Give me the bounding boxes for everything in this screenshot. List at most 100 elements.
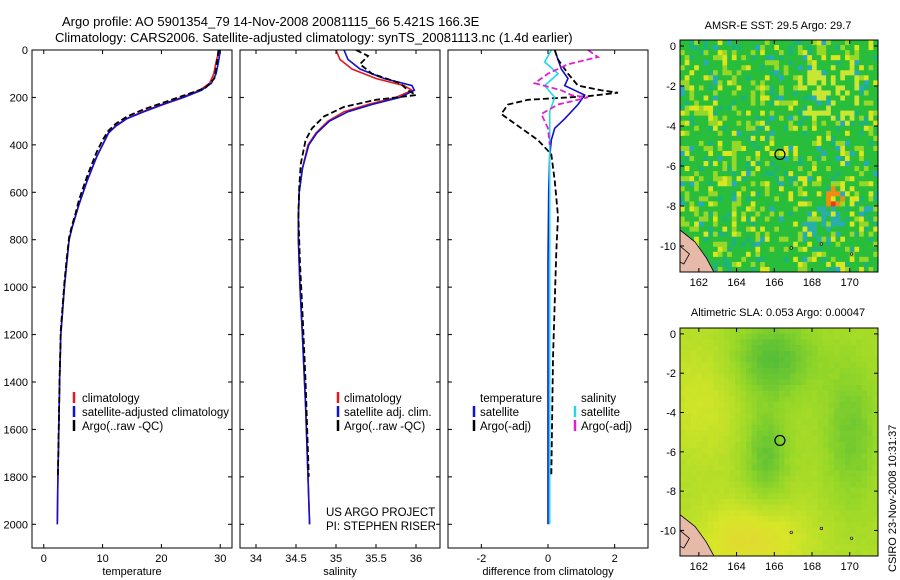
field-cell <box>784 459 791 466</box>
field-cell <box>790 350 796 357</box>
field-cell <box>703 125 709 132</box>
legend-label-satellite: satellite adj. clim. <box>344 407 432 419</box>
field-cell <box>707 533 714 540</box>
field-cell <box>856 367 862 375</box>
field-cell <box>867 373 873 380</box>
field-cell <box>845 241 851 248</box>
field-cell <box>802 135 808 142</box>
field-cell <box>867 333 873 340</box>
field-cell <box>835 161 841 167</box>
field-cell <box>863 130 870 137</box>
field-cell <box>783 120 789 127</box>
field-cell <box>873 105 879 112</box>
field-cell <box>856 424 862 432</box>
field-cell <box>868 221 874 228</box>
x-axis-label: difference from climatology <box>482 566 614 578</box>
field-cell <box>845 135 851 142</box>
field-cell <box>826 231 832 238</box>
field-cell <box>722 100 728 107</box>
field-cell <box>812 544 818 551</box>
field-cell <box>812 504 818 511</box>
field-cell <box>807 90 813 96</box>
field-cell <box>708 251 714 258</box>
field-cell <box>722 135 728 142</box>
field-cell <box>868 145 874 152</box>
field-cell <box>790 333 796 340</box>
field-cell <box>757 328 763 335</box>
field-cell <box>764 241 771 248</box>
field-cell <box>821 216 827 223</box>
field-cell <box>746 521 752 528</box>
field-cell <box>812 166 818 172</box>
field-cell <box>689 115 695 122</box>
field-cell <box>812 464 818 471</box>
field-cell <box>708 125 714 132</box>
field-cell <box>755 130 761 137</box>
field-cell <box>826 236 832 243</box>
field-cell <box>779 191 785 197</box>
field-cell <box>863 150 870 157</box>
field-cell <box>713 191 719 197</box>
field-cell <box>872 476 879 483</box>
field-cell <box>779 236 785 243</box>
field-cell <box>717 171 723 177</box>
field-cell <box>816 161 822 167</box>
field-cell <box>684 201 690 207</box>
field-cell <box>806 476 813 483</box>
field-cell <box>729 476 736 483</box>
field-cell <box>863 196 870 202</box>
field-cell <box>802 110 808 117</box>
field-cell <box>783 166 789 172</box>
field-cell <box>757 453 763 460</box>
field-cell <box>764 226 771 233</box>
field-cell <box>845 196 851 202</box>
field-cell <box>708 105 714 112</box>
field-cell <box>731 45 738 51</box>
field-cell <box>717 196 723 202</box>
field-cell <box>797 100 804 107</box>
field-cell <box>779 345 785 352</box>
field-cell <box>845 110 851 117</box>
field-cell <box>812 251 818 258</box>
field-cell <box>861 476 868 483</box>
field-cell <box>722 166 728 172</box>
field-cell <box>694 191 700 197</box>
field-cell <box>746 221 752 228</box>
field-cell <box>823 521 829 528</box>
field-cell <box>845 251 851 258</box>
field-cell <box>702 367 708 375</box>
field-cell <box>816 115 822 122</box>
field-cell <box>696 407 703 414</box>
field-cell <box>779 231 785 238</box>
field-cell <box>746 356 752 363</box>
y-tick-label: -4 <box>666 408 676 420</box>
x-tick-label: 10 <box>96 553 108 565</box>
field-cell <box>718 424 725 432</box>
field-cell <box>724 499 730 506</box>
field-cell <box>696 476 703 483</box>
field-cell <box>694 75 700 81</box>
field-cell <box>708 55 714 61</box>
field-cell <box>863 125 870 132</box>
field-cell <box>783 115 789 122</box>
field-cell <box>867 436 873 443</box>
field-cell <box>755 65 761 71</box>
field-cell <box>713 419 719 426</box>
field-cell <box>797 150 804 157</box>
field-cell <box>823 504 829 511</box>
field-cell <box>840 226 846 233</box>
field-cell <box>760 231 766 238</box>
field-cell <box>872 356 879 363</box>
field-cell <box>790 470 796 477</box>
field-cell <box>769 161 775 167</box>
field-cell <box>713 487 719 494</box>
field-cell <box>793 156 799 162</box>
field-cell <box>773 362 780 369</box>
field-cell <box>694 105 700 112</box>
field-cell <box>717 80 723 86</box>
field-cell <box>746 140 752 147</box>
field-cell <box>684 40 690 46</box>
field-cell <box>708 80 714 86</box>
field-cell <box>840 156 846 162</box>
field-cell <box>839 379 846 386</box>
